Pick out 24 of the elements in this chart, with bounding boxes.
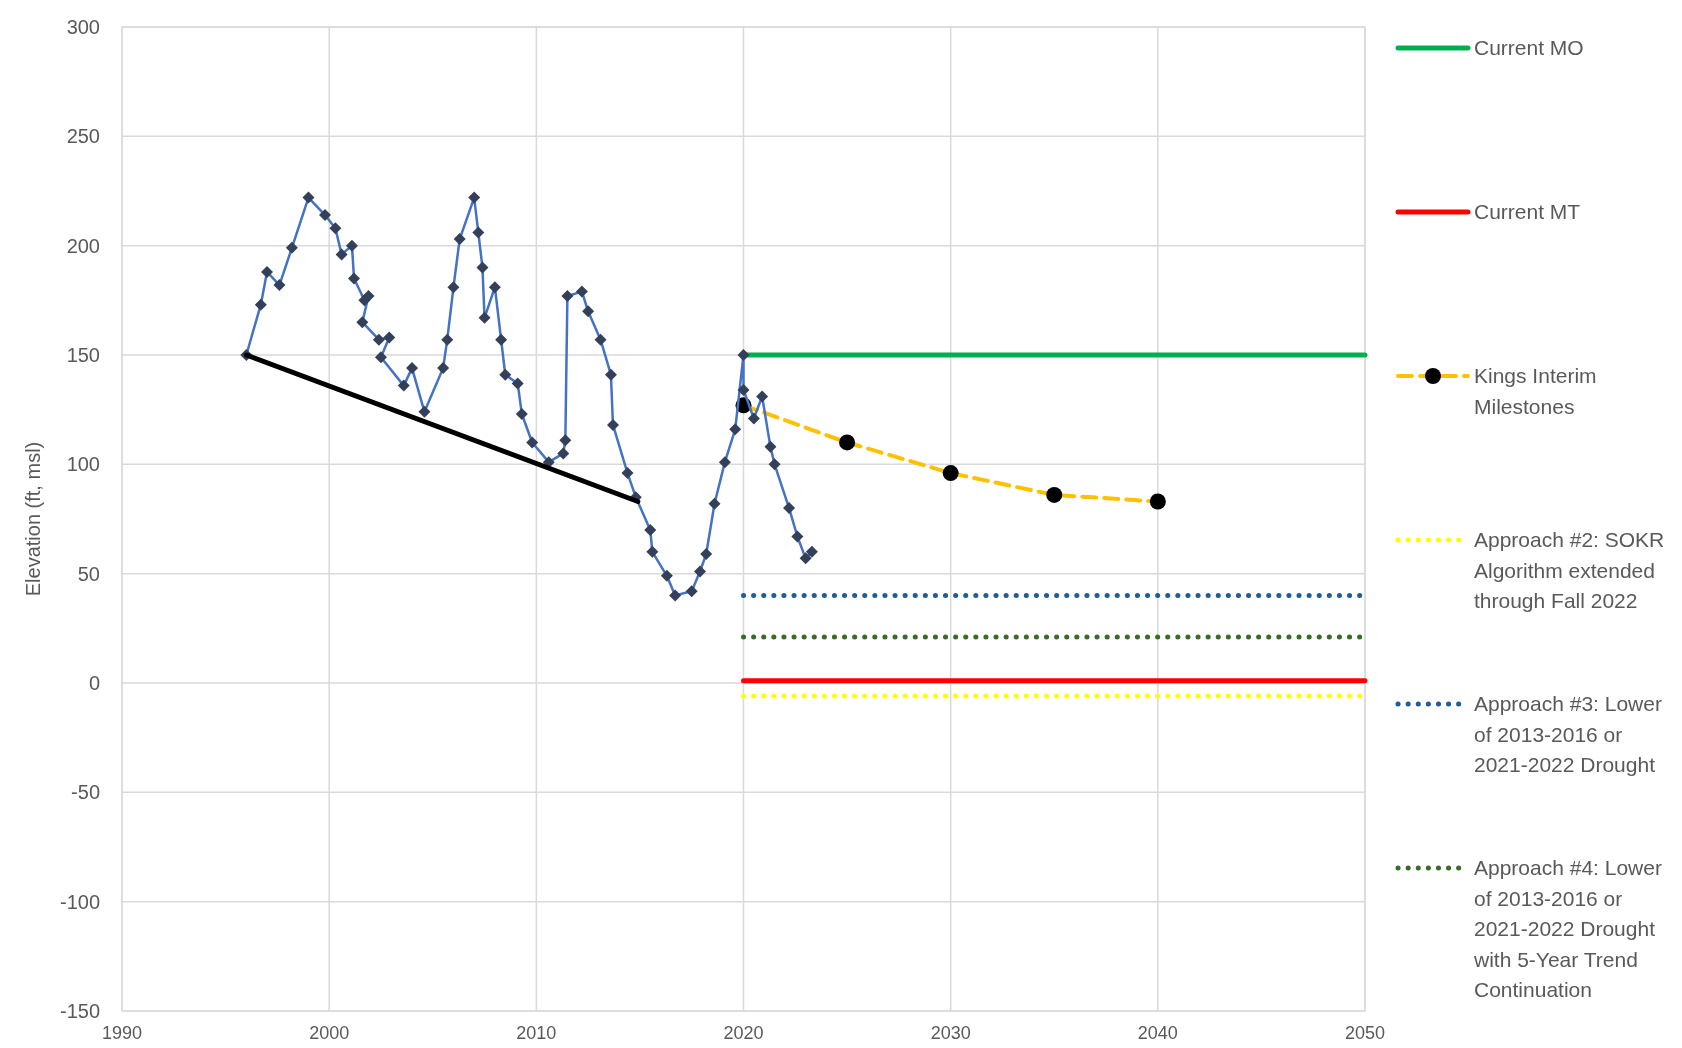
x-tick-label: 2010 [516, 1023, 557, 1043]
legend-label: Approach #3: Lower of 2013-2016 or 2021-2022 Drought [1474, 692, 1662, 777]
y-tick-label: -100 [59, 890, 100, 913]
x-tick-label: 1990 [101, 1023, 143, 1043]
legend-label: Kings Interim Milestones [1474, 364, 1597, 418]
x-tick-label: 2040 [1137, 1023, 1178, 1043]
y-tick-label: 250 [66, 125, 100, 148]
legend-label: Approach #2: SOKR Algorithm extended through Fall 2022 [1474, 528, 1665, 613]
y-tick-label: 200 [66, 234, 100, 257]
y-tick-label: 0 [88, 672, 100, 694]
legend-label: Current MT [1474, 200, 1581, 224]
y-tick-label: -150 [59, 1000, 100, 1022]
y-tick-label: 150 [66, 344, 100, 366]
legend-label: Current MO [1474, 36, 1584, 60]
x-tick-label: 2000 [309, 1023, 350, 1043]
y-tick-label: -50 [71, 781, 100, 804]
legend-label: Approach #4: Lower of 2013-2016 or 2021-2022 Drought with 5-Year Trend Continuation [1473, 856, 1662, 1002]
x-tick-label: 2020 [723, 1023, 764, 1043]
y-tick-label: 50 [77, 562, 100, 585]
y-tick-label: 300 [66, 16, 100, 38]
x-tick-label: 2030 [930, 1023, 971, 1043]
y-axis-title: Elevation (ft, msl) [22, 441, 44, 597]
x-tick-label: 2050 [1344, 1023, 1386, 1043]
y-tick-label: 100 [66, 453, 100, 476]
